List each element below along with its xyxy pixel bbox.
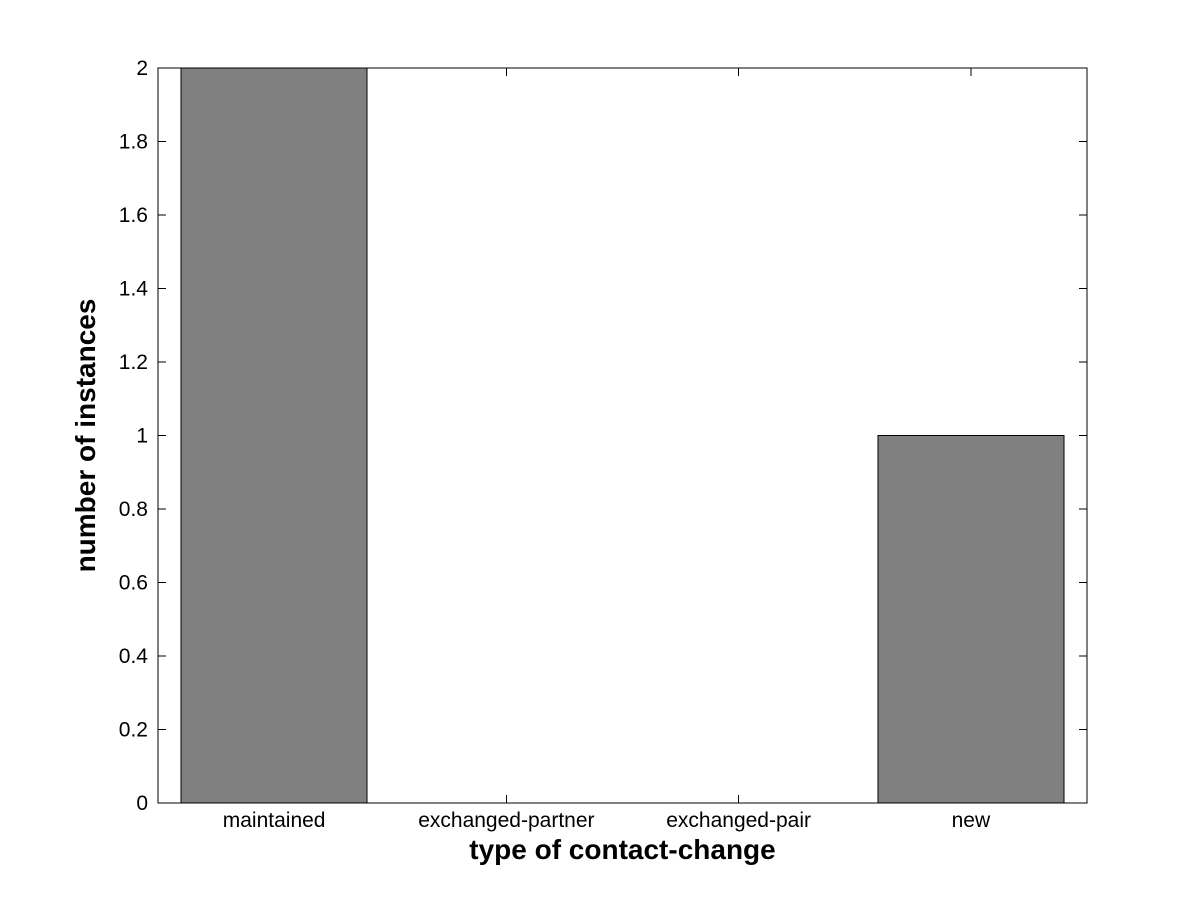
y-tick-label: 0 bbox=[136, 792, 148, 815]
y-tick-label: 2 bbox=[136, 57, 148, 80]
y-tick-label: 1.4 bbox=[119, 278, 149, 301]
x-axis-label: type of contact-change bbox=[469, 834, 775, 865]
y-axis-label: number of instances bbox=[70, 299, 101, 573]
bar-new bbox=[877, 435, 1065, 804]
y-tick-label: 1 bbox=[136, 425, 148, 448]
y-tick-label: 0.2 bbox=[119, 719, 148, 742]
x-tick-label: exchanged-pair bbox=[666, 809, 811, 832]
x-tick-label: maintained bbox=[223, 809, 326, 832]
y-tick-label: 0.6 bbox=[119, 572, 148, 595]
y-tick-label: 0.4 bbox=[119, 645, 149, 668]
bar-maintained bbox=[180, 67, 368, 804]
plot-box bbox=[157, 67, 1088, 804]
x-tick-label: exchanged-partner bbox=[418, 809, 594, 832]
y-tick-label: 0.8 bbox=[119, 498, 148, 521]
y-tick-label: 1.2 bbox=[119, 351, 148, 374]
y-tick-label: 1.6 bbox=[119, 204, 148, 227]
x-tick-label: new bbox=[952, 809, 991, 832]
y-tick-label: 1.8 bbox=[119, 131, 148, 154]
